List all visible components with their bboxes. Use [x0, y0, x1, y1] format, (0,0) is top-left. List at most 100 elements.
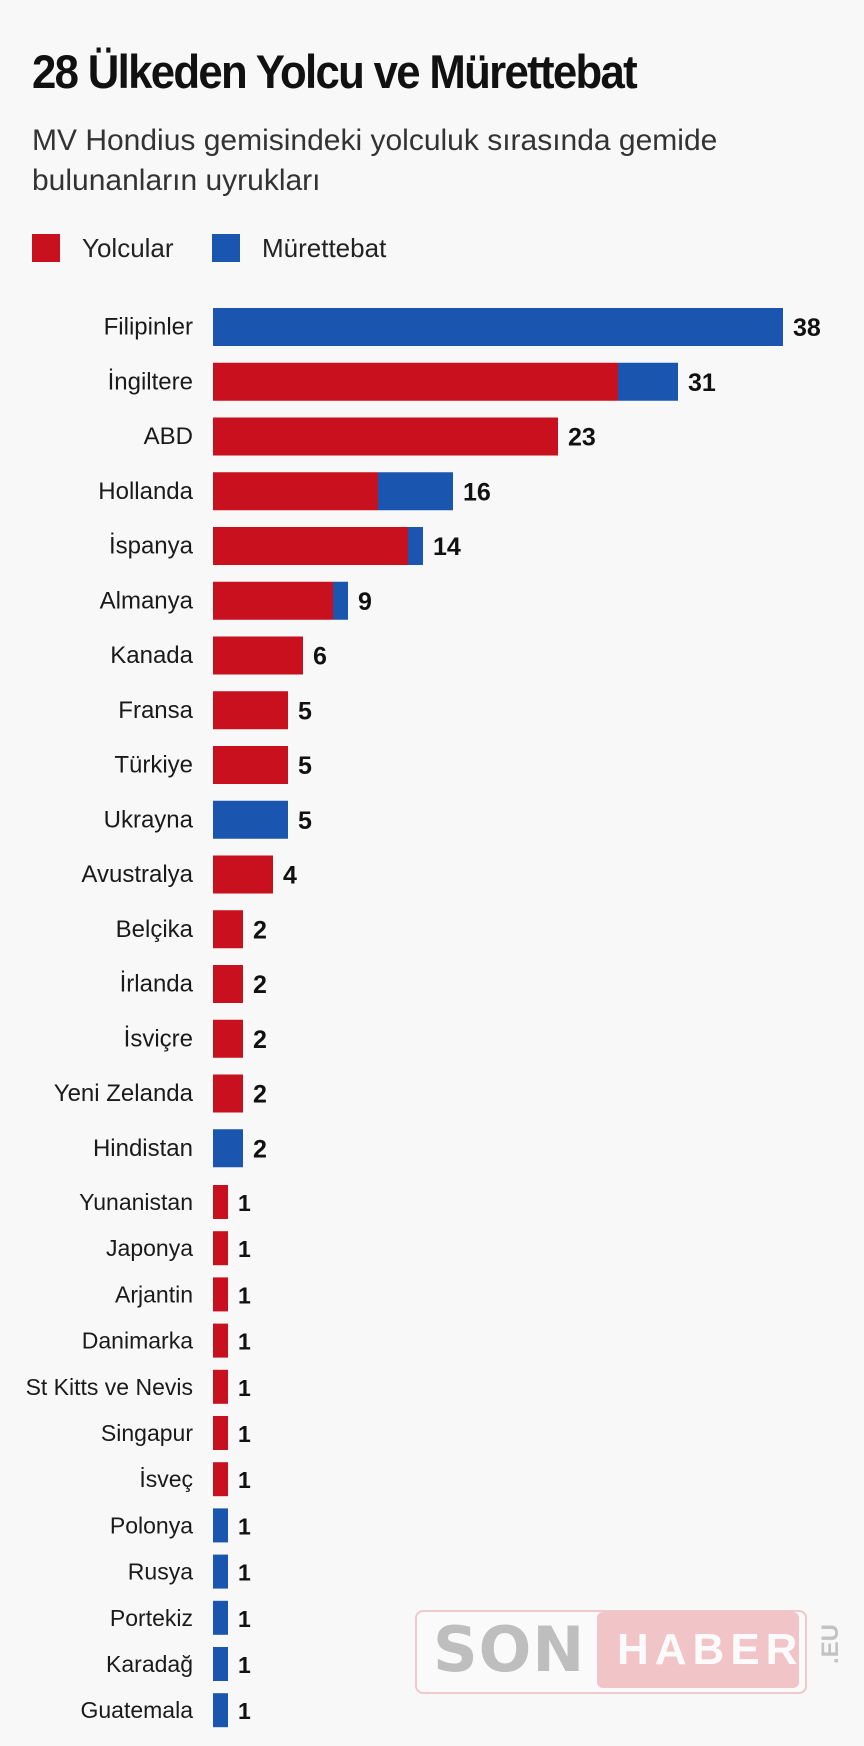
- category-label: Japonya: [106, 1235, 193, 1261]
- bar-passengers: [213, 527, 408, 565]
- bar-passengers: [213, 1019, 243, 1058]
- bar-crew: [213, 308, 783, 346]
- bar-total-label: 2: [253, 916, 267, 944]
- bar-total-label: 1: [238, 1467, 251, 1493]
- watermark-son-text: SON: [433, 1613, 586, 1686]
- bar-passengers: [213, 1185, 228, 1219]
- bar-total-label: 2: [253, 1081, 267, 1109]
- legend-item-crew: Mürettebat: [212, 233, 386, 263]
- bar-total-label: 2: [253, 1026, 267, 1054]
- bar-total-label: 6: [313, 643, 327, 671]
- bar-crew: [618, 362, 678, 401]
- bar-total-label: 5: [298, 752, 312, 780]
- category-label: İrlanda: [120, 971, 194, 998]
- watermark-eu-text: .EU: [817, 1624, 844, 1665]
- bar-passengers: [213, 1369, 228, 1404]
- bar-passengers: [213, 746, 288, 784]
- chart-subtitle: MV Hondius gemisindeki yolculuk sırasınd…: [32, 124, 718, 197]
- bar-passengers: [213, 1416, 228, 1450]
- bar-crew: [213, 1647, 228, 1681]
- bar-passengers: [213, 1074, 243, 1113]
- watermark-logo: SON HABER .EU: [415, 1610, 844, 1694]
- legend-label-passengers: Yolcular: [82, 232, 174, 263]
- bar-passengers: [213, 855, 273, 894]
- category-label: Arjantin: [115, 1281, 193, 1307]
- bar-total-label: 23: [568, 424, 596, 452]
- bar-total-label: 1: [238, 1421, 251, 1447]
- legend-swatch-crew: [212, 234, 240, 262]
- bar-total-label: 1: [238, 1698, 251, 1724]
- bar-crew: [333, 581, 348, 620]
- bar-passengers: [213, 965, 243, 1003]
- legend-item-passengers: Yolcular: [32, 233, 174, 263]
- bar-total-label: 1: [238, 1236, 251, 1262]
- bar-total-label: 1: [238, 1606, 251, 1632]
- category-label: Belçika: [116, 916, 194, 943]
- bar-total-label: 1: [238, 1190, 251, 1216]
- category-label: Hollanda: [98, 478, 193, 505]
- bar-total-label: 31: [688, 369, 716, 397]
- bar-passengers: [213, 636, 303, 675]
- bar-passengers: [213, 910, 243, 949]
- category-label: Polonya: [110, 1512, 193, 1538]
- bar-total-label: 1: [238, 1513, 251, 1539]
- bar-total-label: 1: [238, 1282, 251, 1308]
- bar-crew: [213, 1129, 243, 1168]
- bar-passengers: [213, 691, 288, 730]
- bar-passengers: [213, 417, 558, 456]
- bar-crew: [213, 1693, 228, 1728]
- category-label: İsviçre: [124, 1025, 193, 1052]
- category-label: Türkiye: [114, 752, 193, 779]
- category-label: Danimarka: [82, 1328, 193, 1354]
- bar-passengers: [213, 1231, 228, 1266]
- category-label: Kanada: [110, 642, 193, 669]
- category-label: Yeni Zelanda: [54, 1080, 194, 1107]
- category-label: Guatemala: [80, 1697, 193, 1723]
- category-label: Rusya: [128, 1559, 193, 1585]
- watermark-haber-text: HABER: [617, 1625, 804, 1674]
- category-label: İsveç: [139, 1466, 193, 1492]
- bar-total-label: 14: [433, 533, 461, 561]
- chart-title: 28 Ülkeden Yolcu ve Mürettebat: [32, 45, 638, 98]
- category-label: Fransa: [118, 697, 193, 724]
- category-label: İngiltere: [108, 368, 193, 395]
- category-label: Singapur: [101, 1420, 193, 1446]
- bar-crew: [213, 1508, 228, 1543]
- legend-swatch-passengers: [32, 234, 60, 262]
- bar-total-label: 38: [793, 314, 821, 342]
- bar-passengers: [213, 581, 333, 620]
- bar-total-label: 2: [253, 1135, 267, 1163]
- bar-total-label: 1: [238, 1375, 251, 1401]
- category-label: İspanya: [109, 533, 194, 560]
- category-label: Avustralya: [81, 861, 193, 888]
- bar-crew: [213, 800, 288, 839]
- bar-passengers: [213, 1277, 228, 1312]
- bar-passengers: [213, 472, 378, 511]
- bar-total-label: 1: [238, 1652, 251, 1678]
- category-label: Karadağ: [106, 1651, 193, 1677]
- category-label: St Kitts ve Nevis: [26, 1374, 193, 1400]
- bar-total-label: 1: [238, 1560, 251, 1586]
- bar-total-label: 9: [358, 588, 372, 616]
- bar-total-label: 1: [238, 1329, 251, 1355]
- legend-label-crew: Mürettebat: [262, 232, 387, 263]
- bar-passengers: [213, 362, 618, 401]
- bar-passengers: [213, 1323, 228, 1358]
- bar-crew: [378, 472, 453, 511]
- bar-passengers: [213, 1462, 228, 1497]
- bar-crew: [213, 1554, 228, 1589]
- bar-total-label: 5: [298, 697, 312, 725]
- watermark-haber-box: [597, 1612, 799, 1688]
- category-label: ABD: [144, 423, 193, 450]
- category-label: Portekiz: [110, 1605, 193, 1631]
- bar-total-label: 16: [463, 478, 491, 506]
- category-label: Hindistan: [93, 1135, 193, 1162]
- bar-total-label: 4: [283, 862, 297, 890]
- bar-crew: [213, 1600, 228, 1635]
- category-label: Filipinler: [104, 314, 193, 341]
- category-label: Almanya: [100, 587, 194, 614]
- category-label: Yunanistan: [79, 1189, 193, 1215]
- bar-crew: [408, 527, 423, 565]
- bar-total-label: 2: [253, 971, 267, 999]
